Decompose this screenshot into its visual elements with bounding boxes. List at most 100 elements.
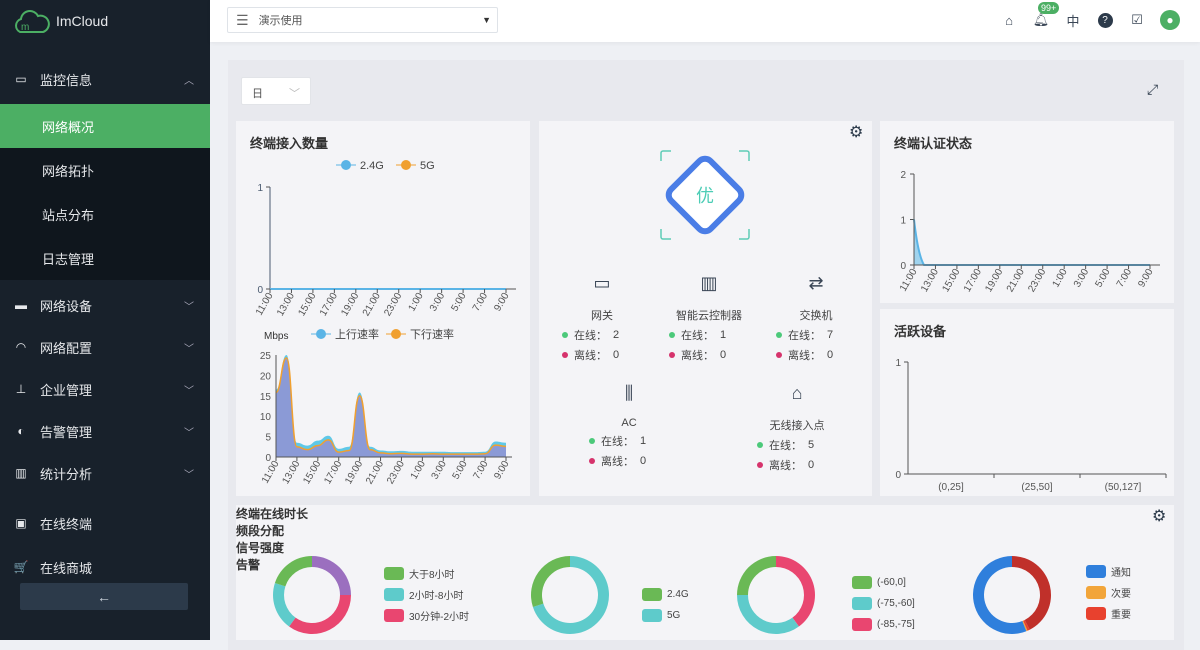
x-tick-label: 9:00 bbox=[492, 459, 511, 482]
distribution-card: ⚙ 终端在线时长 大于8小时 2小时-8小时 30分钟-2小时 频段分配 2.4G 5G 信号… bbox=[236, 505, 1174, 640]
active-devices-chart: 0 1 (0,25] (25,50] (50,127] bbox=[895, 358, 1167, 493]
offline-status: 离线： 0 bbox=[776, 347, 856, 363]
chevron-down-icon: ﹀ bbox=[289, 88, 300, 100]
sidebar-item-label: 在线终端 bbox=[40, 516, 93, 532]
health-badge: 优 bbox=[660, 150, 750, 240]
legend-label: 2.4G bbox=[667, 588, 689, 600]
sidebar-item-label: 网络设备 bbox=[40, 298, 93, 314]
sidebar-sub-site-distribution[interactable]: 站点分布 bbox=[0, 192, 210, 236]
downstream-line bbox=[275, 357, 507, 455]
pie-title: 告警 bbox=[236, 558, 261, 572]
sidebar-sub-topology[interactable]: 网络拓扑 bbox=[0, 148, 210, 192]
legend-item[interactable]: 重要 bbox=[1086, 606, 1131, 621]
legend-item[interactable]: (-60,0] bbox=[852, 575, 915, 589]
sidebar-item-network-config[interactable]: ◠ 网络配置 ﹀ bbox=[0, 326, 210, 368]
pie-slice bbox=[274, 556, 312, 587]
online-label: 在线： bbox=[601, 436, 634, 448]
x-tick-label: 23:00 bbox=[382, 291, 404, 319]
legend-label: 5G bbox=[420, 160, 435, 172]
online-dot bbox=[757, 442, 763, 448]
pie-slice bbox=[273, 582, 296, 627]
online-label: 在线： bbox=[574, 330, 607, 342]
card-title: 终端认证状态 bbox=[894, 136, 973, 151]
sidebar-item-enterprise[interactable]: ⊥ 企业管理 ﹀ bbox=[0, 368, 210, 410]
device-name: 无线接入点 bbox=[769, 420, 825, 432]
legend-swatch bbox=[852, 596, 872, 610]
legend-item[interactable]: 5G bbox=[642, 608, 689, 622]
site-select-value: 演示使用 bbox=[258, 15, 303, 27]
online-status: 在线： 7 bbox=[776, 327, 856, 343]
legend-swatch bbox=[384, 587, 404, 601]
legend-swatch bbox=[642, 587, 662, 601]
x-tick-label: 3:00 bbox=[428, 291, 447, 314]
legend-item[interactable]: 2小时-8小时 bbox=[384, 587, 469, 602]
offline-dot bbox=[669, 352, 675, 358]
site-select[interactable]: ☰ 演示使用 ▼ bbox=[227, 7, 498, 33]
sidebar-item-online-terminals[interactable]: ▣ 在线终端 bbox=[0, 502, 210, 544]
legend-item[interactable]: 2.4G bbox=[642, 587, 689, 601]
pie-slice bbox=[1012, 556, 1051, 630]
gear-icon[interactable]: ⚙ bbox=[849, 124, 864, 141]
home-icon[interactable]: ⌂ bbox=[1005, 12, 1013, 28]
legend-label: 5G bbox=[667, 609, 681, 621]
sidebar-item-label: 网络配置 bbox=[40, 340, 93, 356]
legend-item[interactable]: 通知 bbox=[1086, 564, 1131, 579]
x-tick-label: 17:00 bbox=[318, 291, 340, 319]
legend-swatch bbox=[1086, 606, 1106, 620]
sidebar-item-devices[interactable]: ▬ 网络设备 ﹀ bbox=[0, 284, 210, 326]
y-tick-label: 0 bbox=[900, 261, 906, 272]
online-label: 在线： bbox=[681, 330, 714, 342]
fullscreen-icon[interactable]: ⤢ bbox=[1147, 81, 1159, 97]
offline-count: 0 bbox=[640, 455, 647, 467]
donut-chart bbox=[737, 556, 815, 634]
gear-icon[interactable]: ⚙ bbox=[1152, 508, 1167, 525]
x-tick-label: 19:00 bbox=[343, 459, 365, 487]
chevron-up-icon: ︿ bbox=[184, 75, 194, 87]
bell-icon[interactable]: 🔔︎ 99+ bbox=[1032, 2, 1060, 29]
sidebar-sub-network-overview[interactable]: 网络概况 bbox=[0, 104, 210, 148]
auth-area bbox=[914, 219, 1150, 265]
online-status: 在线： 5 bbox=[757, 437, 837, 453]
edit-icon[interactable]: ☑ bbox=[1131, 12, 1143, 27]
sidebar-item-store[interactable]: 🛒 在线商城 bbox=[0, 546, 210, 588]
legend-item[interactable]: 次要 bbox=[1086, 585, 1131, 600]
online-count: 1 bbox=[720, 329, 727, 341]
x-tick-label: 15:00 bbox=[296, 291, 318, 319]
caret-down-icon: ▼ bbox=[482, 15, 491, 25]
avatar[interactable]: ● bbox=[1160, 10, 1180, 30]
sidebar-item-monitor[interactable]: ▭ 监控信息 ︿ bbox=[0, 58, 210, 100]
language-toggle[interactable]: 中 bbox=[1066, 13, 1080, 29]
legend-item[interactable]: 大于8小时 bbox=[384, 566, 469, 581]
auth-line bbox=[913, 219, 1150, 266]
online-label: 在线： bbox=[788, 330, 821, 342]
legend-label: 上行速率 bbox=[335, 327, 379, 341]
period-select[interactable]: 日 ﹀ bbox=[241, 77, 311, 105]
device-2: ⇄ 交换机 在线： 7 离线： 0 bbox=[776, 273, 856, 363]
legend-item[interactable]: (-75,-60] bbox=[852, 596, 915, 610]
x-tick-label: 7:00 bbox=[1115, 267, 1134, 290]
help-icon[interactable]: ? bbox=[1096, 11, 1114, 29]
sidebar-sub-log[interactable]: 日志管理 bbox=[0, 236, 210, 280]
cloud-logo-icon: m bbox=[15, 10, 50, 33]
app-name: ImCloud bbox=[56, 13, 109, 29]
legend-swatch bbox=[852, 575, 872, 589]
chevron-down-icon: ﹀ bbox=[184, 427, 194, 439]
legend-label: (-60,0] bbox=[877, 576, 906, 588]
health-grade: 优 bbox=[696, 186, 714, 206]
pie-title: 频段分配 bbox=[236, 524, 285, 538]
legend-label: (-85,-75] bbox=[877, 618, 915, 630]
header: ☰ 演示使用 ▼ ⌂ 🔔︎ 99+ 中 ? ☑ ● bbox=[210, 0, 1200, 42]
device-icon: ▬ bbox=[15, 298, 27, 312]
sidebar-item-statistics[interactable]: ▥ 统计分析 ﹀ bbox=[0, 452, 210, 494]
logo[interactable]: m ImCloud bbox=[12, 8, 108, 34]
legend-item[interactable]: 30分钟-2小时 bbox=[384, 608, 469, 623]
pie-slice bbox=[1023, 619, 1030, 631]
sidebar-item-alarm[interactable]: ◐ 告警管理 ﹀ bbox=[0, 410, 210, 452]
collapse-sidebar-button[interactable]: ← bbox=[20, 583, 188, 610]
legend-item[interactable]: (-85,-75] bbox=[852, 617, 915, 631]
online-label: 在线： bbox=[769, 440, 802, 452]
x-tick-label: 19:00 bbox=[983, 267, 1005, 295]
legend-swatch bbox=[1086, 585, 1106, 599]
